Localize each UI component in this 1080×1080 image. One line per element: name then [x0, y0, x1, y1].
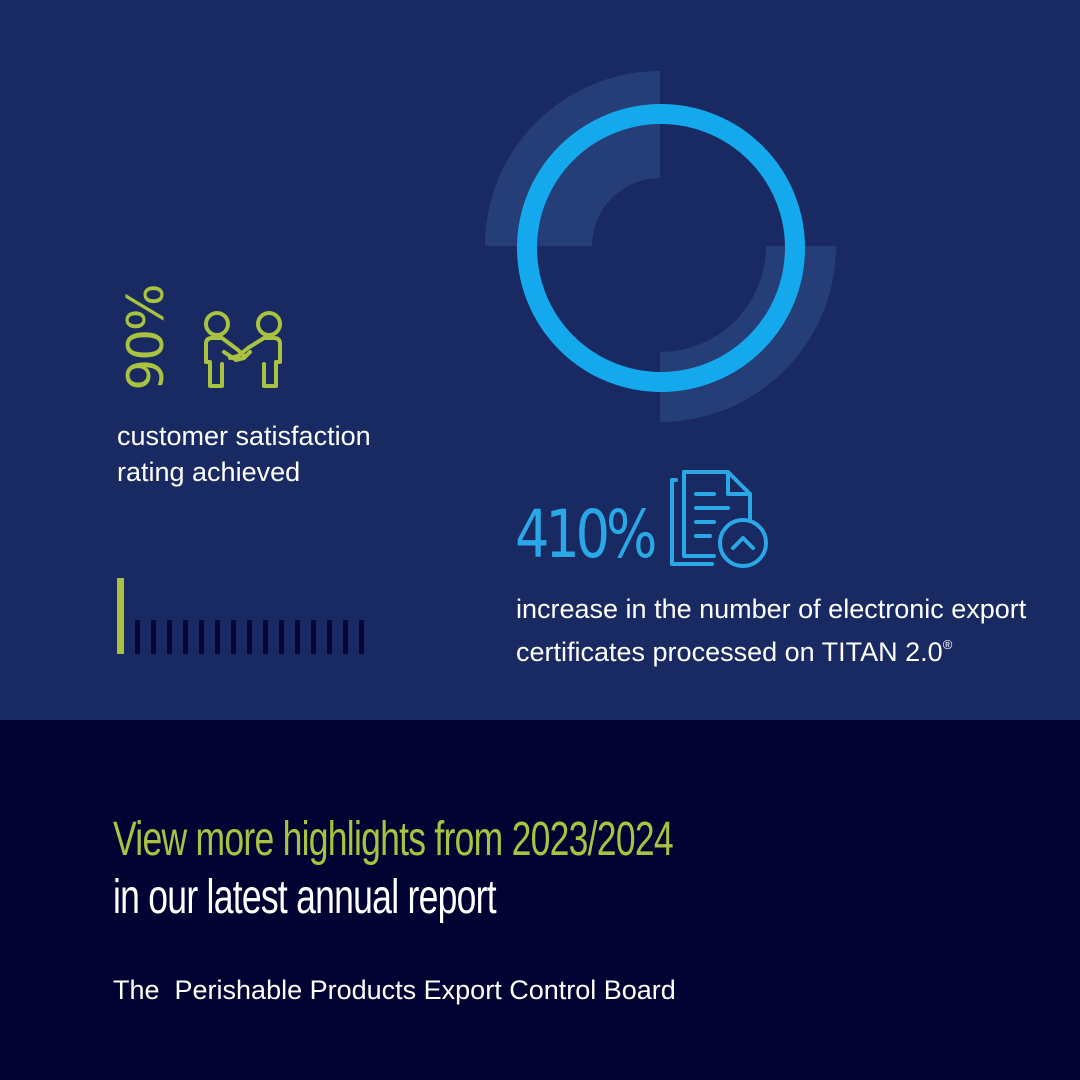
document-upload-icon: [670, 470, 768, 568]
satisfaction-bar-gauge: [117, 578, 364, 654]
certificates-description: increase in the number of electronic exp…: [516, 594, 1027, 667]
cta-subheadline: in our latest annual report: [113, 871, 497, 924]
ring-quadrant-bottom-right: [660, 246, 836, 422]
gauge-bar-active: [117, 578, 124, 654]
handshake-icon: [204, 311, 282, 388]
cta-panel: [0, 720, 1080, 1080]
satisfaction-stat: 90%: [112, 285, 180, 391]
gauge-bars-inactive: [135, 620, 364, 654]
organization-name: The Perishable Products Export Control B…: [113, 975, 676, 1005]
satisfaction-description: customer satisfaction rating achieved: [117, 421, 371, 487]
cta-headline: View more highlights from 2023/2024: [113, 813, 674, 866]
registered-trademark: ®: [942, 637, 953, 652]
certificates-value: 410%: [515, 496, 657, 573]
ring-graphic: [485, 71, 836, 422]
progress-ring: [517, 104, 805, 392]
satisfaction-value: 90%: [117, 285, 175, 391]
